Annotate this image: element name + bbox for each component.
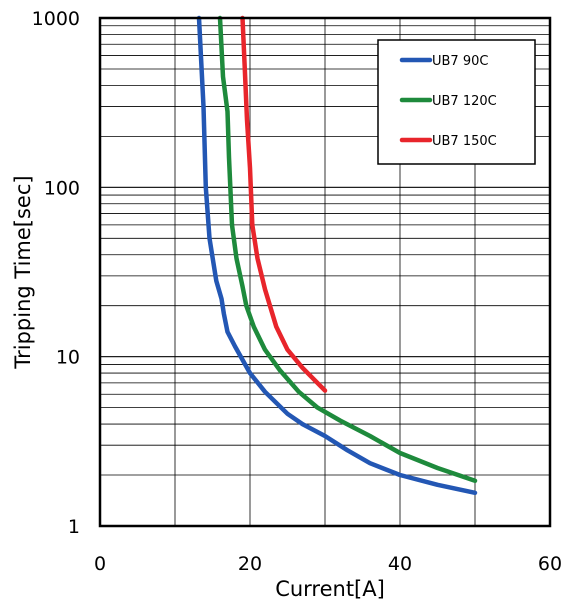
legend-label: UB7 120C: [432, 94, 497, 109]
series-line-3: [240, 15, 328, 393]
x-tick-label: 60: [538, 553, 562, 575]
series-line-2: [217, 15, 478, 484]
x-tick-label: 40: [388, 553, 412, 575]
y-tick-label: 100: [44, 177, 80, 199]
tick-labels: 0 20 40 60 1 10 100 1000: [32, 8, 562, 575]
legend-label: UB7 90C: [432, 54, 488, 69]
x-tick-label: 0: [94, 553, 106, 575]
x-axis-title: Current[A]: [275, 577, 385, 601]
legend: UB7 90C UB7 120C UB7 150C: [377, 39, 536, 165]
x-tick-label: 20: [238, 553, 262, 575]
plot-frame: [98, 16, 552, 528]
series-line-1: [196, 15, 478, 496]
series-lines: [196, 15, 478, 496]
y-tick-label: 1: [68, 516, 80, 538]
y-axis-title: Tripping Time[sec]: [11, 175, 35, 369]
y-tick-label: 1000: [32, 8, 80, 30]
y-tick-label: 10: [56, 347, 80, 369]
legend-label: UB7 150C: [432, 134, 497, 149]
